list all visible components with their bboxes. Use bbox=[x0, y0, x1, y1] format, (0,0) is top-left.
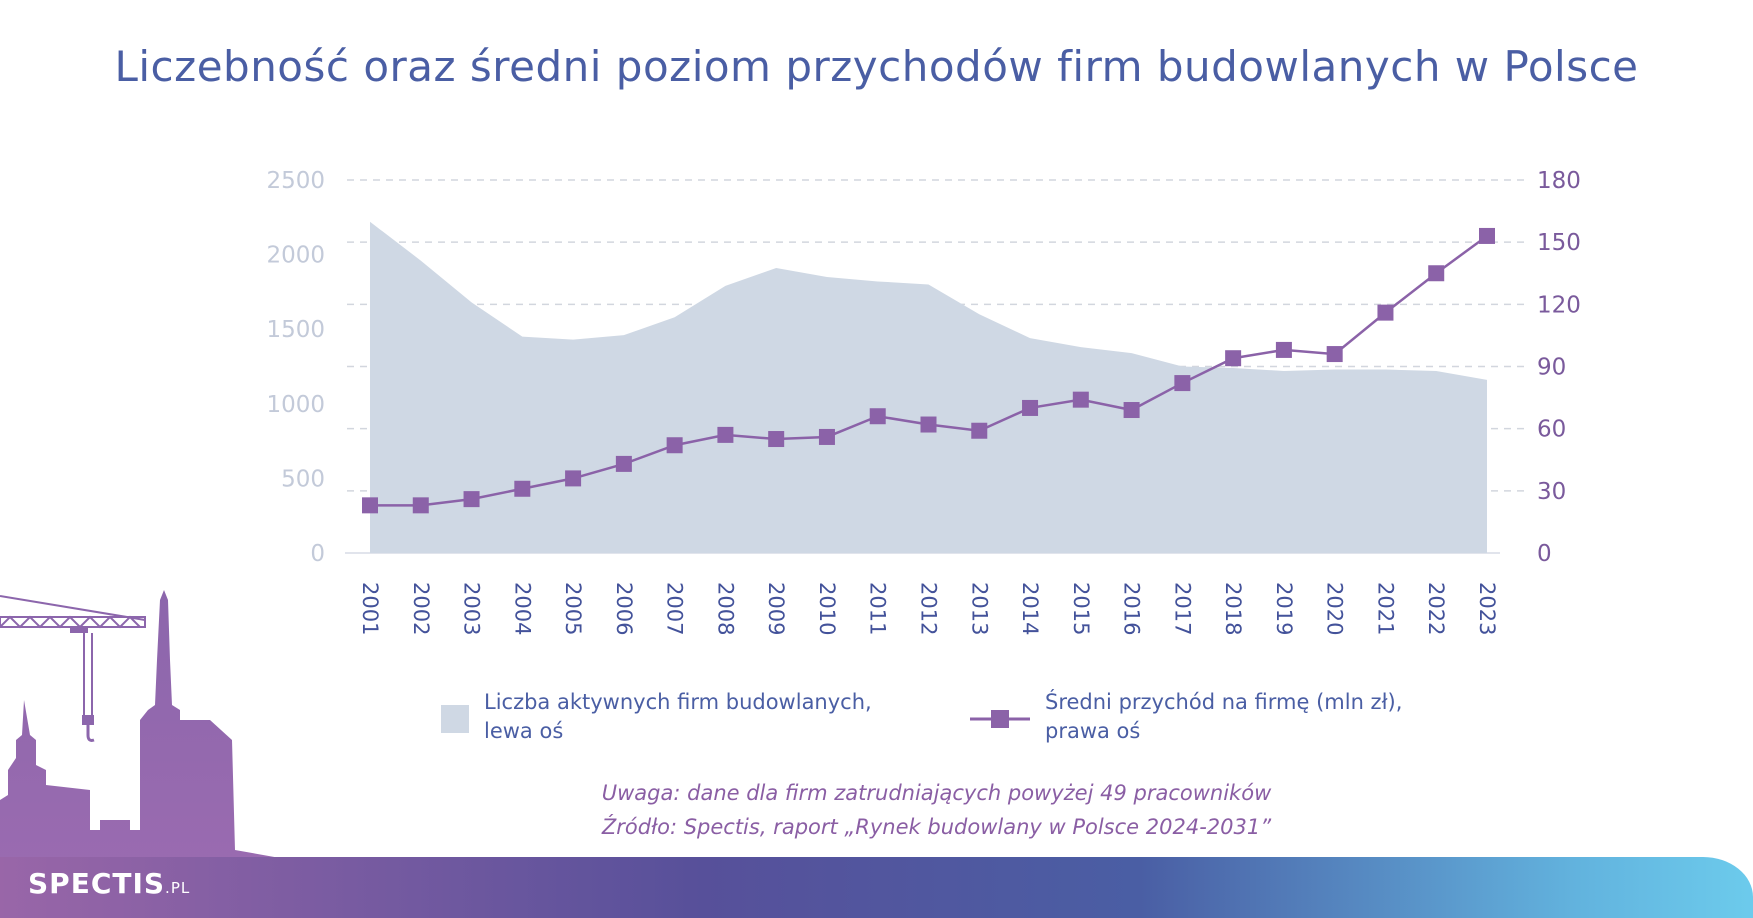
right-tick-label: 30 bbox=[1537, 479, 1566, 505]
line-point-marker bbox=[1275, 341, 1292, 358]
x-tick-label: 2021 bbox=[1373, 582, 1397, 635]
line-point-marker bbox=[1225, 350, 1242, 367]
right-tick-label: 90 bbox=[1537, 355, 1566, 381]
legend-line-label: Średni przychód na firmę (mln zł), prawa… bbox=[1045, 688, 1402, 746]
line-point-marker bbox=[463, 491, 480, 508]
x-tick-label: 2013 bbox=[967, 582, 991, 635]
legend-line-label-line2: prawa oś bbox=[1045, 719, 1141, 743]
x-tick-label: 2014 bbox=[1018, 582, 1042, 635]
left-tick-label: 1000 bbox=[266, 392, 325, 418]
left-tick-label: 2500 bbox=[266, 168, 325, 194]
left-tick-label: 500 bbox=[281, 466, 325, 492]
source-text: Źródło: Spectis, raport „Rynek budowlany… bbox=[601, 815, 1272, 839]
left-tick-label: 1500 bbox=[266, 317, 325, 343]
line-series bbox=[362, 227, 1495, 514]
line-point-marker bbox=[971, 422, 988, 439]
line-point-marker bbox=[1479, 227, 1495, 244]
x-tick-label: 2012 bbox=[917, 582, 941, 635]
line-point-marker bbox=[1428, 265, 1445, 282]
legend-area-label-line2: lewa oś bbox=[484, 719, 564, 743]
x-tick-label: 2015 bbox=[1069, 582, 1093, 635]
legend-area-label: Liczba aktywnych firm budowlanych, lewa … bbox=[484, 688, 872, 746]
footer-bar bbox=[0, 857, 1753, 918]
note-text: Uwaga: dane dla firm zatrudniających pow… bbox=[601, 781, 1272, 805]
x-tick-label: 2003 bbox=[460, 582, 484, 635]
x-tick-label: 2007 bbox=[663, 582, 687, 635]
chart-title: Liczebność oraz średni poziom przychodów… bbox=[114, 42, 1639, 91]
left-tick-label: 0 bbox=[310, 541, 325, 567]
spectis-logo: SPECTIS.PL bbox=[28, 867, 190, 900]
logo-main: SPECTIS bbox=[28, 867, 166, 900]
x-tick-label: 2018 bbox=[1221, 582, 1245, 635]
legend-area-label-line1: Liczba aktywnych firm budowlanych, bbox=[484, 690, 872, 714]
x-tick-label: 2009 bbox=[764, 582, 788, 635]
line-point-marker bbox=[1326, 346, 1343, 363]
right-axis-ticks: 0 30 60 90 120 150 180 bbox=[1537, 168, 1581, 567]
line-point-marker bbox=[1377, 304, 1394, 321]
x-tick-label: 2008 bbox=[713, 582, 737, 635]
line-point-marker bbox=[1072, 391, 1089, 408]
area-series bbox=[370, 221, 1487, 553]
right-tick-label: 180 bbox=[1537, 168, 1581, 194]
line-point-marker bbox=[666, 437, 683, 454]
x-tick-label: 2006 bbox=[612, 582, 636, 635]
x-tick-label: 2002 bbox=[409, 582, 433, 635]
line-point-marker bbox=[1022, 399, 1039, 416]
x-tick-label: 2005 bbox=[561, 582, 585, 635]
x-tick-label: 2001 bbox=[358, 582, 382, 635]
right-tick-label: 0 bbox=[1537, 541, 1552, 567]
line-point-marker bbox=[717, 426, 734, 443]
right-tick-label: 150 bbox=[1537, 230, 1581, 256]
x-tick-label: 2011 bbox=[866, 582, 890, 635]
line-point-marker bbox=[920, 416, 937, 433]
line-point-marker bbox=[412, 497, 429, 514]
x-tick-label: 2004 bbox=[510, 582, 534, 635]
legend-area-swatch bbox=[441, 705, 469, 733]
right-tick-label: 120 bbox=[1537, 292, 1581, 318]
x-tick-label: 2010 bbox=[815, 582, 839, 635]
legend-line-label-line1: Średni przychód na firmę (mln zł), bbox=[1045, 690, 1403, 714]
logo-suffix: .PL bbox=[165, 879, 191, 897]
left-tick-label: 2000 bbox=[266, 243, 325, 269]
x-tick-label: 2020 bbox=[1323, 582, 1347, 635]
line-point-marker bbox=[1123, 402, 1140, 419]
x-tick-label: 2019 bbox=[1272, 582, 1296, 635]
x-tick-label: 2022 bbox=[1424, 582, 1448, 635]
x-tick-label: 2017 bbox=[1170, 582, 1194, 635]
x-axis-ticks: 2001 2002 2003 2004 2005 2006 2007 2008 2009 2010… bbox=[358, 582, 1499, 635]
left-axis-ticks: 0 500 1000 1500 2000 2500 bbox=[266, 168, 325, 567]
line-point-marker bbox=[615, 455, 632, 472]
skyline-crane-illustration bbox=[0, 590, 280, 870]
legend-line-swatch bbox=[970, 710, 1030, 728]
line-point-marker bbox=[869, 408, 886, 425]
line-point-marker bbox=[1174, 375, 1191, 392]
line-point-marker bbox=[768, 431, 785, 448]
line-point-marker bbox=[362, 497, 378, 514]
x-tick-label: 2016 bbox=[1120, 582, 1144, 635]
x-tick-label: 2023 bbox=[1475, 582, 1499, 635]
right-tick-label: 60 bbox=[1537, 417, 1566, 443]
line-point-marker bbox=[818, 428, 835, 445]
line-point-marker bbox=[514, 480, 531, 497]
line-point-marker bbox=[565, 470, 582, 487]
area-series-fill bbox=[370, 221, 1487, 553]
